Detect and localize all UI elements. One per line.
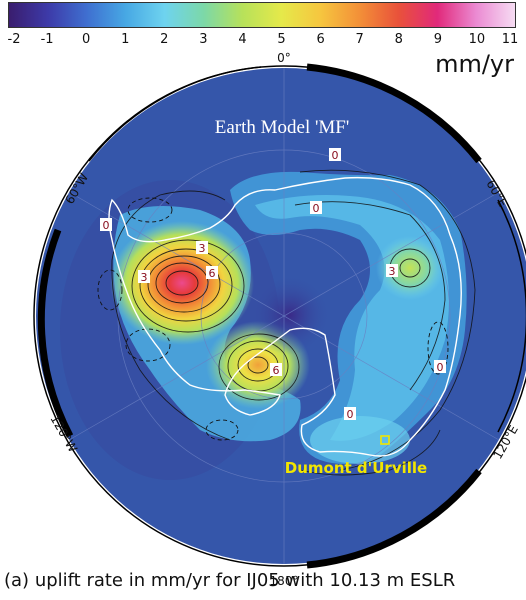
- colorbar-tick-label: -1: [40, 32, 54, 47]
- contour-label: 6: [270, 363, 282, 377]
- colorbar-unit-label: mm/yr: [435, 50, 514, 78]
- colorbar-tick-label: 4: [238, 32, 247, 47]
- contour-label: 3: [386, 264, 398, 278]
- svg-text:3: 3: [141, 271, 148, 284]
- svg-text:0: 0: [347, 408, 354, 421]
- colorbar-tick-label: 5: [277, 32, 286, 47]
- longitude-label-180: 180°: [270, 574, 299, 588]
- svg-text:6: 6: [209, 267, 216, 280]
- uplift-maximum-weddell: [110, 221, 254, 345]
- contour-label: 0: [434, 360, 446, 374]
- contour-label: 3: [196, 241, 208, 255]
- contour-label: 3: [138, 270, 150, 284]
- svg-text:6: 6: [273, 364, 280, 377]
- svg-text:0: 0: [332, 149, 339, 162]
- colorbar-tick-label: 10: [468, 32, 486, 47]
- contour-label: 0: [329, 148, 341, 162]
- caption-letter: (a): [4, 570, 30, 591]
- colorbar-tick-label: 8: [394, 32, 403, 47]
- uplift-area-dumont: [310, 416, 410, 464]
- svg-text:0: 0: [437, 361, 444, 374]
- colorbar-tick-label: 1: [121, 32, 130, 47]
- colorbar-tick-label: 3: [199, 32, 208, 47]
- svg-text:3: 3: [389, 265, 396, 278]
- map-frame: [33, 63, 526, 569]
- contour-label: 0: [310, 201, 322, 215]
- contour-label: 0: [344, 407, 356, 421]
- figure-caption: (a) uplift rate in mm/yr for IJ05 with 1…: [4, 570, 455, 591]
- map-title: Earth Model 'MF': [215, 117, 350, 138]
- contour-label: 6: [206, 266, 218, 280]
- colorbar-tick-label: -2: [7, 32, 21, 47]
- station-marker: [380, 435, 390, 445]
- svg-text:0: 0: [313, 202, 320, 215]
- contour-label: 0: [100, 218, 112, 232]
- svg-text:0: 0: [103, 219, 110, 232]
- colorbar-tick-label: 0: [82, 32, 91, 47]
- longitude-label-0: 0°: [277, 51, 291, 65]
- colorbar-tick-label: 2: [160, 32, 169, 47]
- colorbar-tick-label: 9: [433, 32, 442, 47]
- station-label-dumont-durville: Dumont d'Urville: [285, 459, 427, 477]
- colorbar-tick-label: 6: [316, 32, 325, 47]
- uplift-maximum-east: [376, 236, 444, 300]
- contour-value-labels: 0 0 0 0 0 3 3 3 6 6: [100, 148, 446, 421]
- colorbar: [8, 2, 516, 28]
- pole-low: [250, 275, 330, 355]
- negative-contours: [97, 197, 449, 441]
- colorbar-tick-label: 11: [501, 32, 519, 47]
- svg-text:3: 3: [199, 242, 206, 255]
- colorbar-tick-label: 7: [355, 32, 364, 47]
- caption-text: uplift rate in mm/yr for IJ05 with 10.13…: [34, 570, 456, 591]
